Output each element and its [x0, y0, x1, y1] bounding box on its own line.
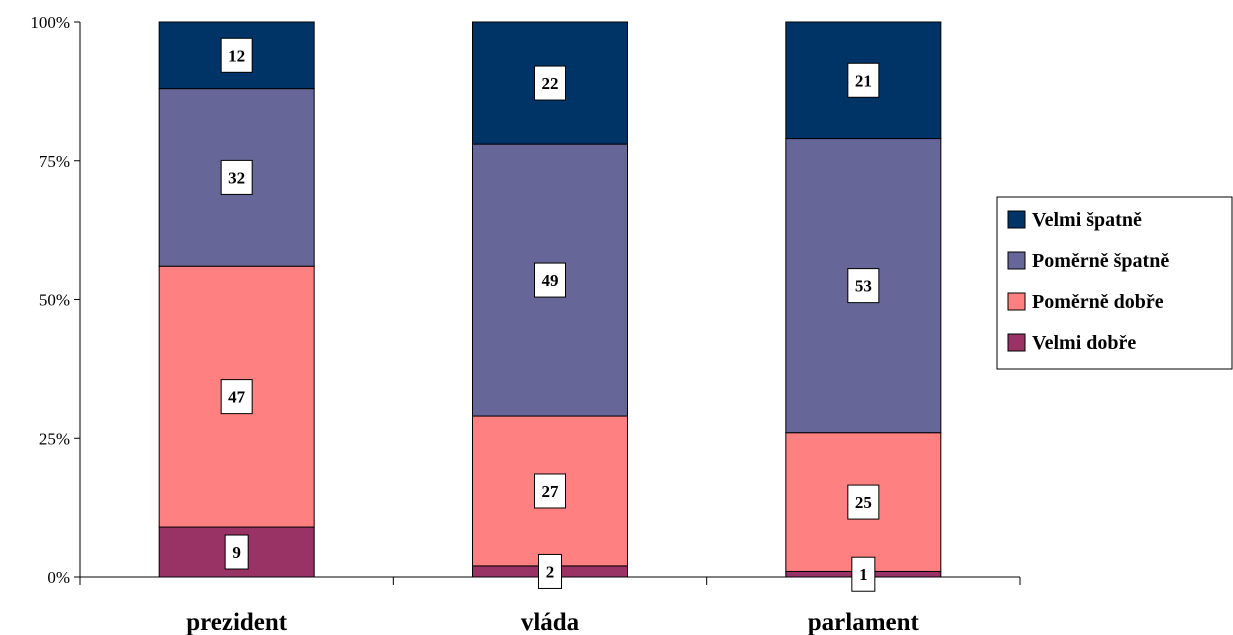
- y-tick-label: 75%: [39, 152, 70, 171]
- legend: Velmi špatně Poměrně špatně Poměrně dobře V…: [996, 196, 1233, 370]
- data-label-box: [534, 65, 566, 101]
- data-label: 21: [855, 71, 872, 90]
- legend-swatch: [1007, 292, 1026, 311]
- data-label-box: [847, 484, 880, 520]
- chart-axes: 0% 25% 50% 75% 100% prezident vláda parlament: [30, 13, 1021, 635]
- bar-segment: [472, 415, 628, 567]
- data-label: 49: [542, 271, 559, 290]
- data-label-box: [534, 473, 566, 509]
- data-label-box: [847, 62, 880, 98]
- legend-entry-label: Velmi špatně: [1032, 209, 1142, 231]
- legend-swatch: [1007, 210, 1026, 229]
- bar-stacks: [158, 21, 942, 578]
- x-category-label: parlament: [808, 609, 920, 635]
- data-label: 9: [232, 543, 241, 562]
- data-label: 32: [228, 168, 245, 187]
- data-label-box: [851, 556, 876, 592]
- legend-entry-label: Poměrně dobře: [1032, 291, 1164, 313]
- legend-swatch: [1007, 251, 1026, 270]
- y-tick-label: 25%: [39, 429, 70, 448]
- data-label-box: [534, 262, 566, 298]
- legend-swatch: [1007, 333, 1026, 352]
- y-tick-label: 100%: [30, 13, 70, 32]
- data-label: 2: [546, 562, 555, 581]
- y-tick-label: 50%: [39, 291, 70, 310]
- data-label-box: [220, 159, 253, 195]
- data-label-box: [538, 553, 562, 589]
- data-label: 25: [855, 493, 872, 512]
- data-label: 12: [228, 46, 245, 65]
- x-category-label: prezident: [186, 609, 288, 635]
- data-label: 47: [228, 388, 246, 407]
- data-label: 27: [542, 482, 560, 501]
- legend-entry-label: Velmi dobře: [1032, 332, 1136, 354]
- data-label-box: [220, 379, 253, 415]
- data-label-box: [224, 534, 249, 570]
- legend-frame: [996, 196, 1233, 370]
- data-label: 1: [859, 565, 868, 584]
- data-labels: 9 47 32 12 2 27 49 22 1 25 53 21: [220, 37, 880, 592]
- data-label: 22: [542, 74, 559, 93]
- y-tick-label: 0%: [47, 568, 70, 587]
- legend-entry-label: Poměrně špatně: [1032, 250, 1169, 272]
- x-category-label: vláda: [521, 609, 580, 635]
- data-label-box: [220, 37, 253, 73]
- data-label-box: [847, 268, 880, 304]
- data-label: 53: [855, 277, 872, 296]
